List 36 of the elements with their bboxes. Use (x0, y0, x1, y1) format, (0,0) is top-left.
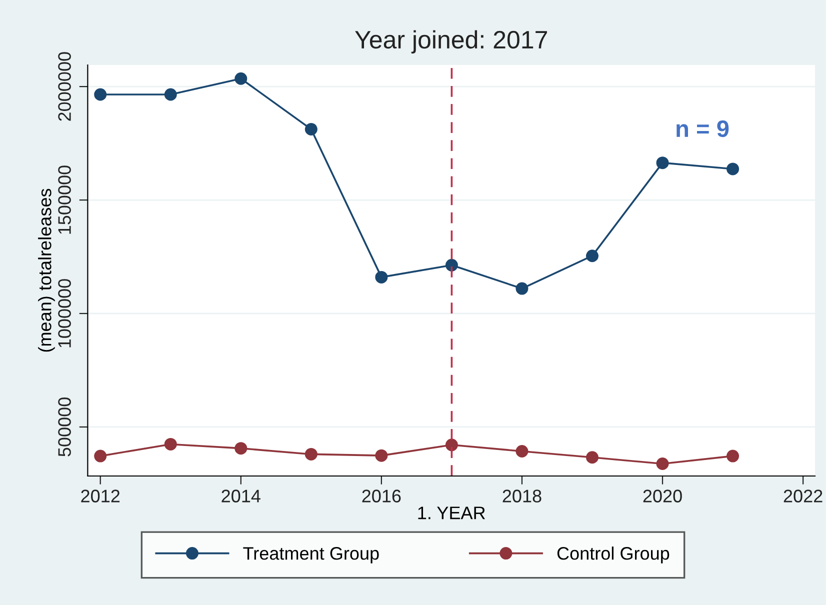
point (516, 445, 528, 458)
x-tick-label: 2012 (81, 490, 120, 502)
point (164, 438, 177, 450)
point (234, 72, 248, 85)
point (445, 258, 458, 272)
chart-title: Year joined: 2017 (355, 30, 547, 54)
x-tick-label: 2016 (362, 490, 401, 502)
y-tick-label: 500000 (58, 398, 71, 456)
point (656, 156, 669, 170)
point (234, 442, 248, 455)
x-tick-label: 2020 (643, 490, 682, 502)
point (726, 162, 740, 176)
annotation: n = 9 (676, 120, 729, 138)
point (445, 438, 458, 452)
x-tick-label: 2014 (222, 490, 260, 502)
point (94, 88, 107, 101)
point (94, 450, 107, 462)
legend-label: Treatment Group (243, 547, 379, 564)
point (164, 88, 177, 101)
x-tick-label: 2018 (502, 490, 542, 502)
point (304, 448, 318, 460)
y-tick-label: 2000000 (58, 52, 71, 121)
legend-label: Control Group (557, 546, 670, 564)
point (726, 450, 740, 462)
point (586, 250, 598, 262)
x-axis-title: 1. YEAR (418, 506, 485, 520)
y-tick-label: 1500000 (58, 166, 71, 234)
point (304, 122, 318, 136)
y-tick-label: 1000000 (58, 279, 71, 348)
point (656, 457, 669, 470)
y-axis-title: (mean) totalreleases (38, 188, 55, 352)
point (375, 449, 388, 462)
x-tick-label: 2022 (784, 490, 822, 502)
point (375, 270, 388, 284)
point (586, 451, 598, 464)
point (516, 282, 528, 295)
